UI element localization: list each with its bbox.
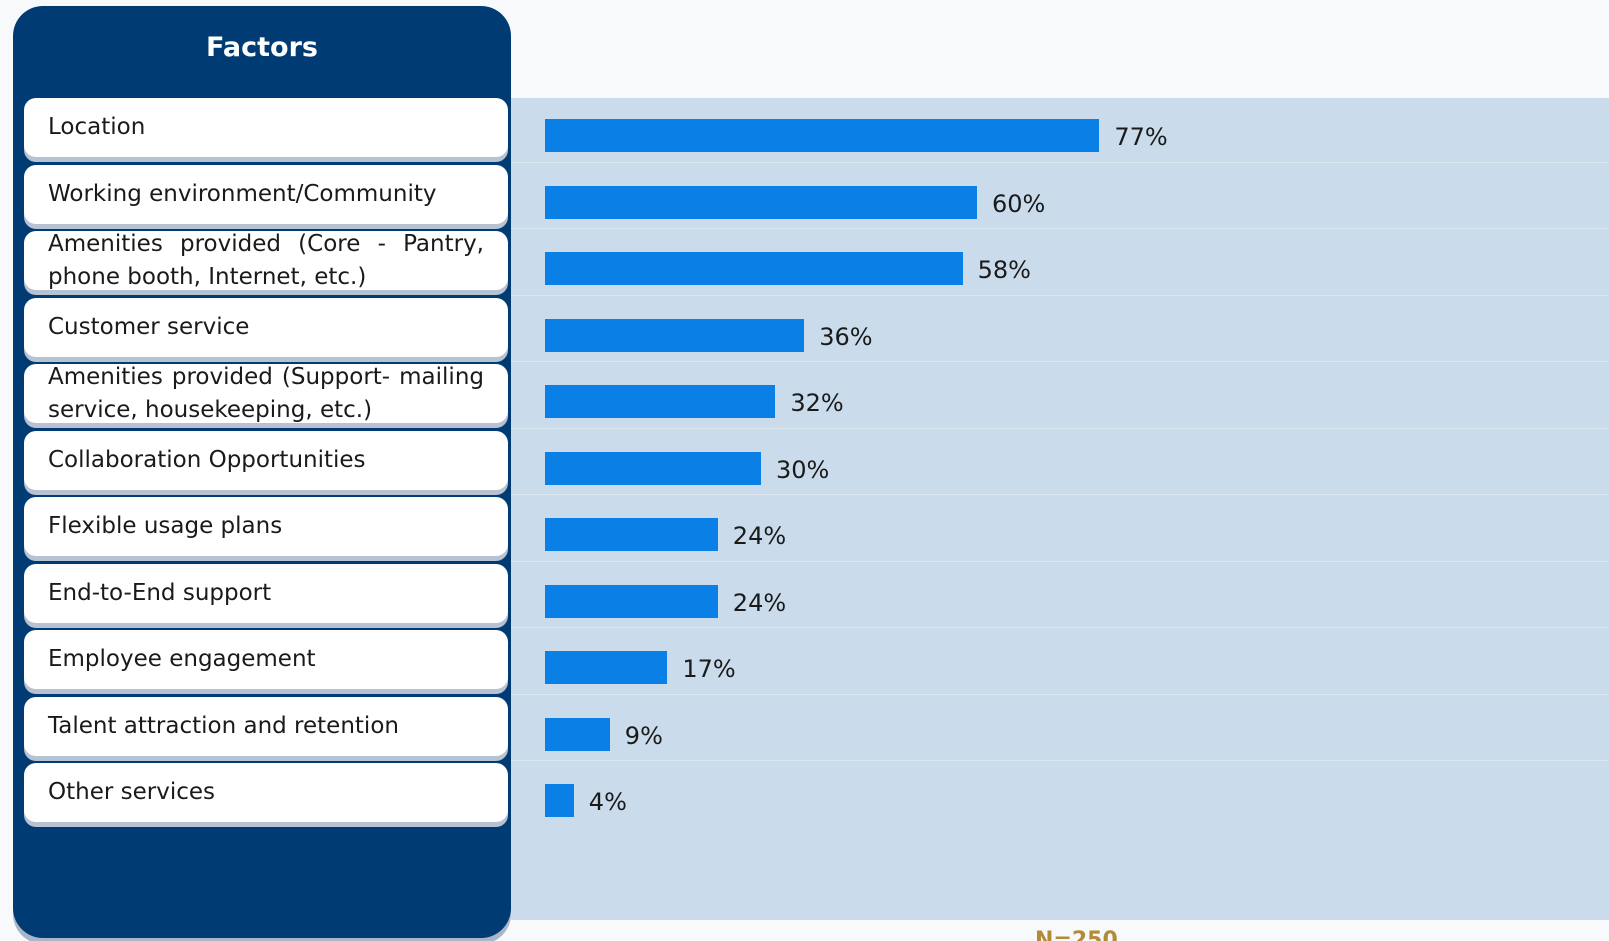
row-separator — [511, 560, 1609, 562]
row-separator — [511, 627, 1609, 628]
factors-header: Factors — [206, 32, 318, 63]
row-separator — [511, 361, 1609, 362]
factor-label-text: End-to-End support — [48, 579, 272, 606]
factor-label-text: Collaboration Opportunities — [48, 446, 366, 473]
factor-label-text: Customer service — [48, 313, 250, 340]
row-separator — [511, 228, 1609, 229]
row-separator — [511, 161, 1609, 163]
factor-label-text: Amenities provided (Core - Pantry, phone… — [48, 230, 484, 290]
factor-label-text: Flexible usage plans — [48, 513, 283, 539]
row-separator — [511, 427, 1609, 429]
bar — [545, 518, 718, 551]
factor-label-text: Amenities provided (Support- mailing ser… — [48, 363, 484, 423]
factor-label: Flexible usage plans — [24, 497, 508, 556]
bar-value-label: 58% — [977, 256, 1031, 284]
bar — [545, 717, 610, 751]
plot-area — [511, 98, 1609, 920]
factor-label: Amenities provided (Support- mailing ser… — [24, 364, 508, 423]
bar — [545, 584, 718, 618]
row-separator — [511, 494, 1609, 495]
sample-size-note: N=250 — [1035, 928, 1118, 941]
bar-value-label: 24% — [732, 522, 787, 550]
bar-value-label: 4% — [588, 788, 627, 816]
factor-label: Employee engagement — [24, 630, 508, 689]
bar — [545, 451, 761, 485]
row-separator — [511, 294, 1609, 296]
factor-label-text: Talent attraction and retention — [48, 712, 399, 739]
bar-value-label: 60% — [992, 189, 1046, 218]
factor-label-text: Employee engagement — [48, 646, 316, 672]
factor-label-text: Other services — [48, 779, 215, 805]
factor-label: Location — [24, 98, 508, 157]
factor-label: Collaboration Opportunities — [24, 430, 508, 490]
bar-value-label: 30% — [776, 455, 830, 484]
bar — [545, 185, 977, 219]
factor-label: Customer service — [24, 297, 508, 357]
factor-label: Other services — [24, 763, 508, 822]
bar — [545, 318, 805, 352]
row-separator — [511, 760, 1609, 761]
factor-label-text: Working environment/Community — [48, 180, 437, 207]
row-separator — [511, 693, 1609, 695]
factor-label-text: Location — [48, 114, 146, 140]
bar-value-label: 32% — [790, 389, 844, 417]
bar-value-label: 77% — [1114, 123, 1168, 151]
bar — [545, 651, 668, 684]
bar — [545, 784, 574, 817]
factor-label: End-to-End support — [24, 563, 508, 623]
bar-value-label: 24% — [732, 588, 787, 617]
factor-label: Amenities provided (Core - Pantry, phone… — [24, 231, 508, 290]
bar — [545, 119, 1100, 152]
factor-label: Working environment/Community — [24, 164, 508, 224]
bar — [545, 385, 776, 418]
bar-value-label: 17% — [682, 655, 736, 683]
bar — [545, 252, 963, 285]
bar-value-label: 36% — [819, 322, 873, 351]
factor-label: Talent attraction and retention — [24, 696, 508, 756]
bar-value-label: 9% — [624, 721, 663, 750]
